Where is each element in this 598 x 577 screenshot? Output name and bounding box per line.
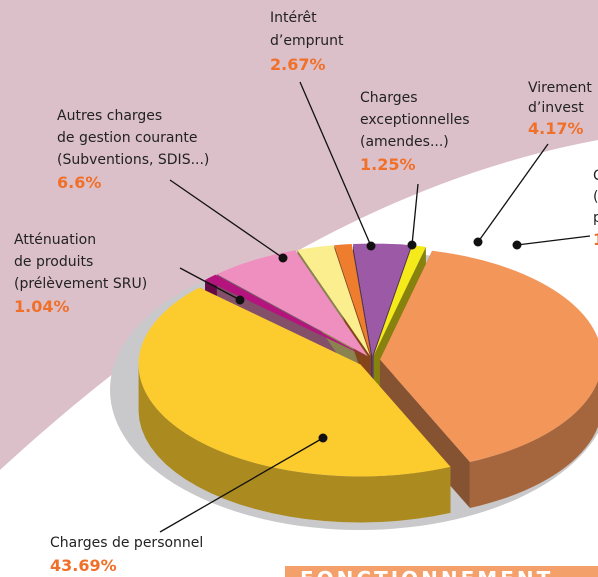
- slice: [353, 243, 411, 356]
- slice-label: C: [593, 168, 598, 184]
- leader-line: [159, 437, 324, 533]
- labels: Virement d’invest 4.17% C ( p 1 Charges de pers…: [14, 10, 598, 575]
- chart-title: FONCTIONNEMENT: [300, 567, 553, 577]
- leader-line: [299, 81, 372, 247]
- slice: [334, 244, 371, 356]
- leader-line: [411, 183, 419, 246]
- value-label: 4.17%: [528, 119, 584, 138]
- slice-label: Charges: [360, 90, 418, 106]
- leader-dot: [235, 295, 245, 305]
- pie: [138, 243, 598, 523]
- slice-label: Atténuation: [14, 232, 96, 248]
- slice-label: (prélèvement SRU): [14, 276, 147, 292]
- banner: [285, 566, 598, 577]
- leader-dot: [407, 240, 417, 250]
- slice: [379, 250, 598, 463]
- slice: [373, 245, 426, 356]
- slice-label: de gestion courante: [57, 130, 197, 146]
- slice-side: [469, 380, 598, 509]
- slice-label: Intérêt: [270, 10, 317, 26]
- slice-label: de produits: [14, 254, 93, 270]
- leader-dot: [318, 433, 328, 443]
- slice-side: [138, 364, 451, 523]
- leader-dot: [512, 240, 522, 250]
- value-label: 1.04%: [14, 297, 70, 316]
- leader-line: [477, 143, 549, 243]
- slice-label: d’emprunt: [270, 33, 344, 49]
- leader-dot: [473, 237, 483, 247]
- leader-dot: [278, 253, 288, 263]
- slice-label: (: [593, 189, 598, 205]
- slice-label: Virement: [528, 80, 592, 96]
- value-label: 43.69%: [50, 556, 117, 575]
- value-label: 2.67%: [270, 55, 326, 74]
- leader-dot: [366, 241, 376, 251]
- leader-line: [516, 235, 591, 246]
- slice: [297, 245, 371, 356]
- slice-label: Autres charges: [57, 108, 162, 124]
- slice-label: (amendes...): [360, 134, 449, 150]
- slice-label: exceptionnelles: [360, 112, 470, 128]
- leader-line: [169, 179, 284, 259]
- slice-label: d’invest: [528, 100, 584, 116]
- slice: [216, 250, 368, 357]
- slice-label: p: [593, 210, 598, 226]
- slice: [138, 287, 451, 477]
- slice-label: (Subventions, SDIS...): [57, 152, 209, 168]
- leader-line: [179, 267, 241, 301]
- slice: [205, 274, 367, 357]
- slice-label: Charges de personnel: [50, 535, 203, 551]
- value-label: 1: [593, 230, 598, 249]
- value-label: 1.25%: [360, 155, 416, 174]
- value-label: 6.6%: [57, 173, 101, 192]
